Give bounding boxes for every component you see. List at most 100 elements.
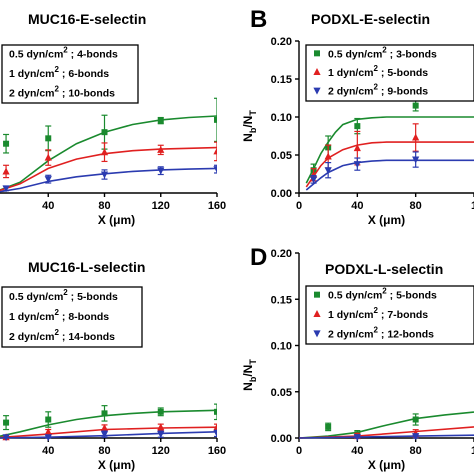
legend-label-part: 2 (382, 45, 387, 54)
legend-label-green: 0.5 dyn/cm2 ; 3-bonds (328, 45, 437, 60)
data-point-red (100, 148, 109, 156)
data-point-blue (309, 176, 318, 184)
y-tick-label: 0.10 (271, 112, 292, 124)
legend-label-part: 2 (55, 308, 60, 317)
legend-label-part: 2 (63, 46, 68, 55)
y-axis-label-part: N (241, 382, 255, 391)
legend-label-part: 2 (374, 306, 379, 315)
legend-label-part: 2 (374, 83, 379, 92)
plot-2: 04080120160X (μm)0.5 dyn/cm2 ; 5-bonds1 … (0, 286, 226, 472)
x-axis-label: X (μm) (368, 458, 405, 472)
panel-a: MUC16-E-selectin (28, 11, 146, 27)
data-point-red (157, 145, 165, 153)
legend-marker-red (313, 68, 321, 75)
legend-label-part: 2 (55, 84, 60, 93)
legend-label-part: 2 dyn/cm (9, 331, 55, 343)
x-axis-label: X (μm) (98, 213, 135, 227)
panel-b-letter: B (250, 6, 267, 33)
y-tick-label: 0.00 (271, 433, 292, 445)
y-tick-label: 0.00 (271, 188, 292, 200)
data-point-green (45, 135, 52, 142)
legend-box (305, 285, 474, 345)
y-tick-label: 0.20 (271, 248, 292, 260)
legend-label-part: 0.5 dyn/cm (9, 49, 63, 61)
x-tick-label: 80 (410, 200, 422, 212)
data-point-blue (157, 167, 165, 175)
legend-label-part: ; 3-bonds (387, 48, 437, 60)
legend-label-green: 0.5 dyn/cm2 ; 5-bonds (9, 288, 118, 303)
legend-marker-blue (313, 330, 321, 338)
data-point-green (3, 419, 10, 426)
fit-curve-green (299, 411, 474, 439)
legend-label-part: ; 14-bonds (59, 331, 115, 343)
x-tick-label: 1 (471, 200, 474, 212)
legend-label-green: 0.5 dyn/cm2 ; 5-bonds (328, 287, 437, 302)
legend-label-part: ; 7-bonds (378, 309, 428, 321)
series-green (0, 97, 217, 191)
data-point-red (213, 423, 217, 431)
data-point-green (45, 416, 52, 423)
x-tick-label: 120 (152, 200, 170, 212)
data-point-green (101, 129, 108, 136)
legend-label-red: 1 dyn/cm2 ; 8-bonds (9, 308, 109, 323)
legend-label-part: 0.5 dyn/cm (328, 290, 382, 302)
data-point-red (213, 147, 217, 155)
data-point-blue (100, 431, 109, 439)
data-point-blue (412, 156, 420, 164)
plot-1: 0 40 80 1 X (μm) 0.00 0.05 0.10 0.15 0.20 Nb/NT 0.5… (241, 36, 474, 227)
legend-label-part: 1 dyn/cm (328, 67, 374, 79)
data-point-blue (100, 171, 109, 179)
y-axis-label-part: N (241, 133, 255, 142)
legend-label-blue: 2 dyn/cm2 ; 9-bonds (328, 83, 428, 98)
legend-label-part: ; 5-bonds (68, 291, 118, 303)
fit-curve-blue (299, 434, 474, 439)
data-point-blue (353, 434, 361, 442)
x-tick-label: 0 (296, 445, 302, 457)
legend-label-part: 2 (55, 65, 60, 74)
y-tick-label: 0.05 (271, 150, 292, 162)
data-point-green (101, 410, 108, 417)
legend-marker-red (313, 310, 321, 317)
legend-label-part: 1 dyn/cm (9, 68, 55, 80)
legend-label-part: 1 dyn/cm (328, 309, 374, 321)
x-tick-label: 40 (351, 445, 363, 457)
data-point-green (214, 116, 217, 123)
series-blue (305, 151, 474, 191)
y-axis-label-part: b (248, 376, 258, 382)
x-tick-label: 80 (98, 200, 110, 212)
plot-3: 0 40 80 1 X (μm) 0.00 0.05 0.10 0.15 0.20 Nb/NT 0.5… (241, 248, 474, 472)
panel-b-title: PODXL-E-selectin (311, 11, 430, 27)
legend-label-part: ; 12-bonds (378, 328, 434, 340)
y-tick-label: 0.20 (271, 36, 292, 48)
data-point-red (412, 133, 420, 141)
x-tick-label: 80 (410, 445, 422, 457)
legend-label-part: ; 5-bonds (387, 290, 437, 302)
legend-label-blue: 2 dyn/cm2 ; 14-bonds (9, 328, 115, 343)
x-tick-label: 40 (42, 200, 54, 212)
data-point-red (2, 167, 10, 175)
panel-d-letter: D (250, 244, 267, 271)
data-point-blue (44, 434, 52, 442)
legend-marker-blue (313, 87, 321, 95)
series-red (0, 141, 217, 192)
data-point-red (100, 423, 109, 431)
panel-c-title: MUC16-L-selectin (28, 259, 145, 275)
legend-label-red: 1 dyn/cm2 ; 7-bonds (328, 306, 428, 321)
data-point-blue (2, 185, 10, 193)
legend-label-part: 0.5 dyn/cm (9, 291, 63, 303)
legend-label-part: ; 8-bonds (59, 311, 109, 323)
y-tick-label: 0.15 (271, 294, 292, 306)
legend-label-part: 2 dyn/cm (328, 86, 374, 98)
x-tick-label: 40 (351, 200, 363, 212)
fit-curve-green (305, 116, 474, 184)
x-tick-label: 160 (208, 200, 226, 212)
legend-label-part: ; 9-bonds (378, 86, 428, 98)
data-point-green (325, 423, 332, 430)
data-point-green (412, 102, 419, 109)
fit-curve-green (0, 409, 217, 438)
fit-curve-red (0, 146, 217, 192)
x-axis-label: X (μm) (98, 458, 135, 472)
